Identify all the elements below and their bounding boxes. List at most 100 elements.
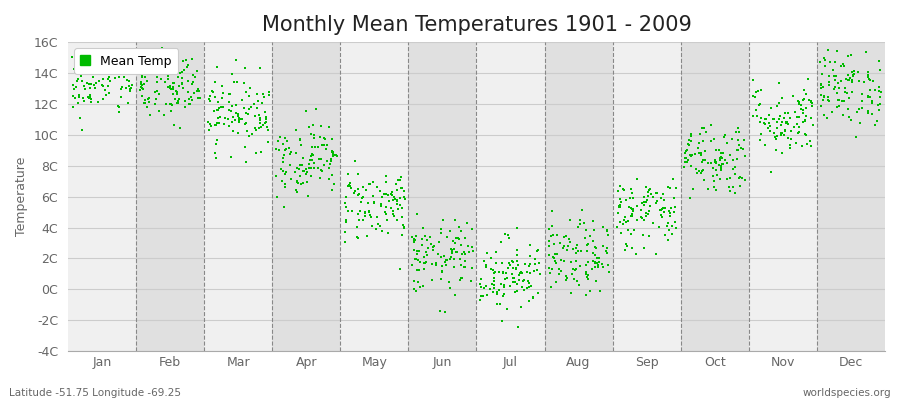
Point — [520, 278, 535, 284]
Point — [590, 255, 604, 261]
Point — [780, 119, 795, 126]
Point — [557, 234, 572, 240]
Point — [570, 278, 584, 284]
Point — [802, 96, 816, 103]
Point — [324, 156, 338, 162]
Point — [822, 78, 836, 85]
Point — [394, 184, 409, 191]
Point — [452, 236, 466, 242]
Point — [115, 54, 130, 60]
Point — [544, 284, 558, 290]
Point — [796, 87, 811, 94]
Point — [866, 78, 880, 84]
Point — [523, 261, 537, 268]
Point — [629, 203, 643, 209]
Point — [842, 95, 856, 101]
Point — [73, 52, 87, 59]
Point — [245, 131, 259, 138]
Point — [779, 119, 794, 126]
Point — [585, 266, 599, 272]
Point — [307, 160, 321, 166]
Point — [770, 147, 784, 153]
Point — [324, 158, 338, 165]
Point — [410, 211, 424, 217]
Point — [649, 200, 663, 206]
Point — [114, 94, 129, 100]
Point — [847, 68, 861, 74]
Point — [638, 199, 652, 206]
Point — [170, 74, 184, 80]
Point — [835, 112, 850, 118]
Point — [629, 251, 643, 258]
Point — [786, 92, 800, 99]
Point — [166, 84, 180, 90]
Point — [397, 188, 411, 194]
Point — [86, 52, 101, 58]
Point — [644, 203, 658, 210]
Point — [71, 100, 86, 106]
Point — [804, 142, 818, 149]
Point — [850, 109, 864, 116]
Point — [790, 121, 805, 128]
Point — [479, 263, 493, 269]
Point — [789, 114, 804, 120]
Point — [433, 308, 447, 314]
Point — [259, 116, 274, 122]
Point — [521, 297, 535, 304]
Point — [502, 261, 517, 268]
Point — [162, 85, 176, 91]
Point — [542, 252, 556, 258]
Point — [507, 275, 521, 282]
Point — [261, 89, 275, 95]
Point — [872, 106, 886, 113]
Point — [248, 125, 262, 131]
Point — [824, 59, 838, 65]
Point — [322, 176, 337, 182]
Point — [453, 256, 467, 262]
Point — [552, 266, 566, 272]
Point — [624, 205, 638, 212]
Point — [210, 137, 224, 143]
Point — [692, 130, 706, 137]
Point — [365, 192, 380, 199]
Point — [119, 84, 133, 91]
Point — [828, 77, 842, 83]
Point — [443, 284, 457, 291]
Point — [770, 103, 784, 110]
Point — [390, 198, 404, 204]
Point — [382, 198, 396, 204]
Point — [862, 86, 877, 93]
Point — [694, 152, 708, 158]
Point — [704, 138, 718, 144]
Point — [365, 222, 380, 229]
Point — [855, 91, 869, 98]
Point — [338, 239, 352, 245]
Point — [865, 98, 879, 104]
Point — [352, 217, 366, 223]
Point — [723, 188, 737, 195]
Point — [106, 63, 121, 70]
Point — [568, 266, 582, 273]
Point — [641, 211, 655, 217]
Point — [338, 217, 353, 224]
Point — [238, 144, 253, 150]
Point — [758, 142, 772, 149]
Point — [614, 199, 628, 205]
Point — [652, 224, 667, 230]
Point — [680, 157, 695, 164]
Point — [222, 91, 237, 97]
Point — [738, 177, 752, 183]
Point — [164, 70, 178, 76]
Point — [550, 251, 564, 258]
Point — [440, 234, 454, 240]
Point — [800, 141, 814, 147]
Point — [341, 182, 356, 189]
Point — [562, 217, 577, 224]
Point — [83, 94, 97, 100]
Point — [691, 140, 706, 146]
Point — [474, 284, 489, 290]
Point — [88, 85, 103, 91]
Point — [752, 100, 767, 107]
Point — [770, 132, 785, 139]
Point — [661, 237, 675, 244]
